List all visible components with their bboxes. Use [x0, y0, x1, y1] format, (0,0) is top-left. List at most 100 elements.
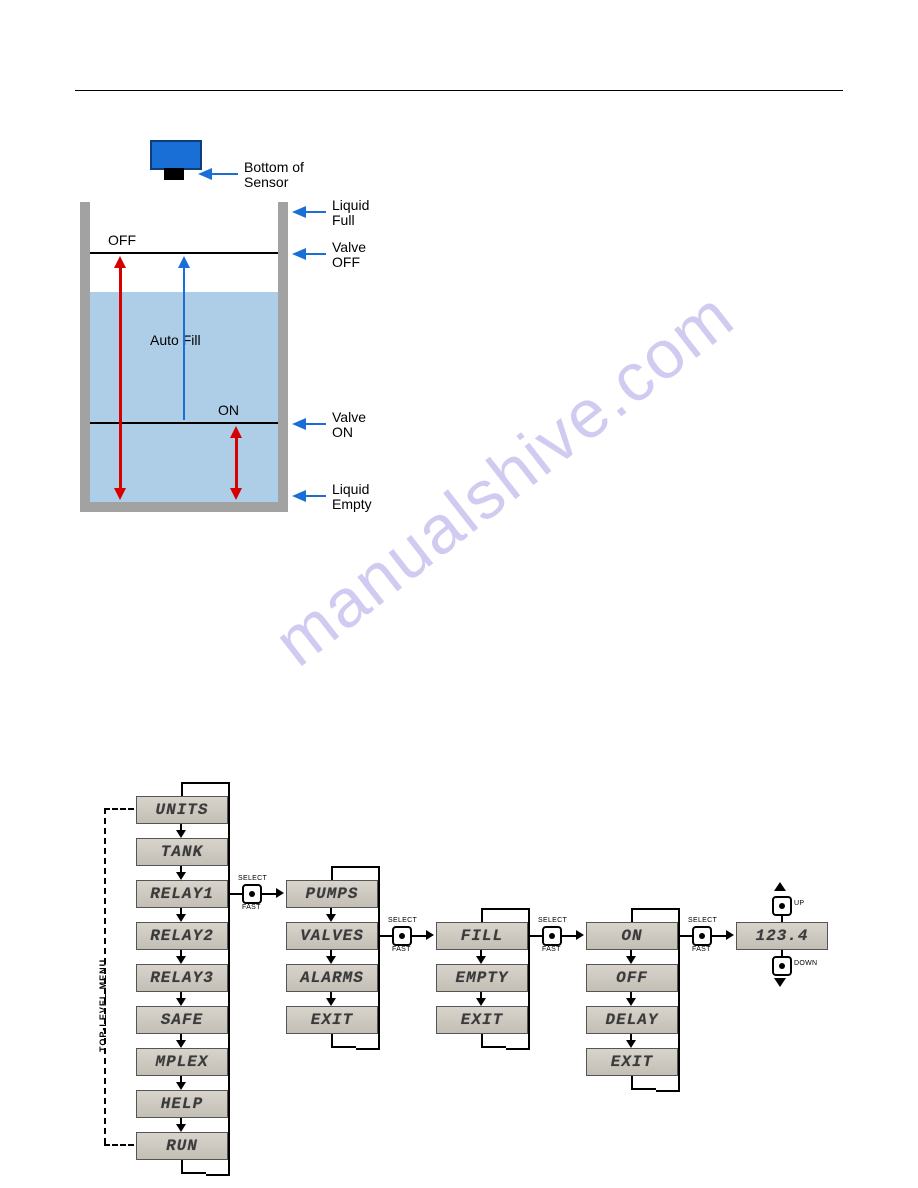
connector	[678, 935, 692, 937]
arrow-line	[183, 266, 185, 420]
loop-line	[481, 908, 483, 922]
loop-line	[481, 1046, 506, 1048]
arrow-line	[119, 266, 122, 490]
menu-item: DELAY	[586, 1006, 678, 1034]
text: Liquid	[332, 197, 369, 213]
menu-item: HELP	[136, 1090, 228, 1118]
loop-line	[331, 866, 356, 868]
menu-item: OFF	[586, 964, 678, 992]
label-select: SELECT	[688, 917, 717, 924]
text: Liquid	[332, 481, 369, 497]
label-up: UP	[794, 900, 804, 907]
menu-item: RUN	[136, 1132, 228, 1160]
arrow-icon	[292, 248, 306, 260]
arrow-right-icon	[276, 888, 284, 898]
menu-item: SAFE	[136, 1006, 228, 1034]
arrow-line	[212, 173, 238, 175]
select-button-icon	[242, 884, 262, 904]
up-button-icon	[772, 896, 792, 916]
arrow-icon	[292, 418, 306, 430]
label-auto-fill: Auto Fill	[150, 332, 201, 348]
text: ON	[332, 424, 353, 440]
value-display: 123.4	[736, 922, 828, 950]
arrow-down-icon	[176, 1124, 186, 1132]
arrow-line	[306, 495, 326, 497]
menu-item: FILL	[436, 922, 528, 950]
loop-line	[331, 866, 333, 880]
menu-item: VALVES	[286, 922, 378, 950]
select-button-icon	[542, 926, 562, 946]
loop-line	[481, 908, 506, 910]
connector	[528, 935, 542, 937]
menu-item: EXIT	[286, 1006, 378, 1034]
text: Valve	[332, 409, 366, 425]
loop-line	[356, 1034, 380, 1050]
arrow-right-icon	[726, 930, 734, 940]
text: Sensor	[244, 174, 288, 190]
menu-item: RELAY1	[136, 880, 228, 908]
down-button-icon	[772, 956, 792, 976]
menu-item: PUMPS	[286, 880, 378, 908]
label-select: SELECT	[388, 917, 417, 924]
arrow-right-icon	[426, 930, 434, 940]
loop-line	[206, 1160, 230, 1176]
select-button-icon	[392, 926, 412, 946]
loop-line	[228, 782, 230, 1174]
text: Full	[332, 212, 355, 228]
menu-item: RELAY2	[136, 922, 228, 950]
arrow-line	[306, 423, 326, 425]
top-rule	[75, 90, 843, 91]
tank-diagram: Bottom of Sensor OFF ON Auto Fill	[70, 130, 410, 530]
label-fast: FAST	[392, 946, 411, 953]
dashed-bracket	[104, 1144, 134, 1146]
label-valve-on: Valve ON	[332, 410, 366, 441]
label-select: SELECT	[238, 875, 267, 882]
loop-line	[206, 782, 230, 798]
arrow-right-icon	[576, 930, 584, 940]
label-fast: FAST	[242, 904, 261, 911]
label-liquid-empty: Liquid Empty	[332, 482, 372, 513]
menu-item: ON	[586, 922, 678, 950]
arrow-down-icon	[326, 914, 336, 922]
arrow-down-icon	[476, 956, 486, 964]
text: Empty	[332, 496, 372, 512]
label-select: SELECT	[538, 917, 567, 924]
arrow-icon	[292, 490, 306, 502]
menu-item: TANK	[136, 838, 228, 866]
arrow-down-icon	[626, 956, 636, 964]
page: Bottom of Sensor OFF ON Auto Fill	[0, 0, 918, 1188]
loop-line	[506, 1034, 530, 1050]
arrow-down-icon	[326, 956, 336, 964]
loop-line	[656, 908, 680, 924]
arrow-down-icon	[774, 978, 786, 987]
arrow-down-icon	[176, 872, 186, 880]
menu-item: RELAY3	[136, 964, 228, 992]
arrow-icon	[198, 168, 212, 180]
menu-item: EXIT	[436, 1006, 528, 1034]
loop-line	[356, 866, 380, 882]
loop-line	[331, 1046, 356, 1048]
text: Bottom of	[244, 159, 304, 175]
loop-line	[631, 908, 633, 922]
label-down: DOWN	[794, 960, 817, 967]
text: Valve	[332, 239, 366, 255]
loop-line	[506, 908, 530, 924]
menu-item: MPLEX	[136, 1048, 228, 1076]
label-fast: FAST	[542, 946, 561, 953]
menu-item: EMPTY	[436, 964, 528, 992]
sensor-tip	[164, 168, 184, 180]
arrow-up-icon	[774, 882, 786, 891]
arrow-down-icon	[176, 830, 186, 838]
arrow-down-icon	[476, 998, 486, 1006]
menu-flowchart: TOP-LEVEL MENU UNITSTANKRELAY1RELAY2RELA…	[116, 782, 856, 1162]
off-level-line	[90, 252, 278, 254]
select-button-icon	[692, 926, 712, 946]
label-on: ON	[218, 402, 239, 418]
loop-line	[678, 908, 680, 1090]
loop-line	[181, 782, 183, 796]
loop-line	[656, 1076, 680, 1092]
arrow-icon	[292, 206, 306, 218]
loop-line	[181, 782, 206, 784]
arrow-line	[306, 211, 326, 213]
connector	[781, 914, 783, 922]
